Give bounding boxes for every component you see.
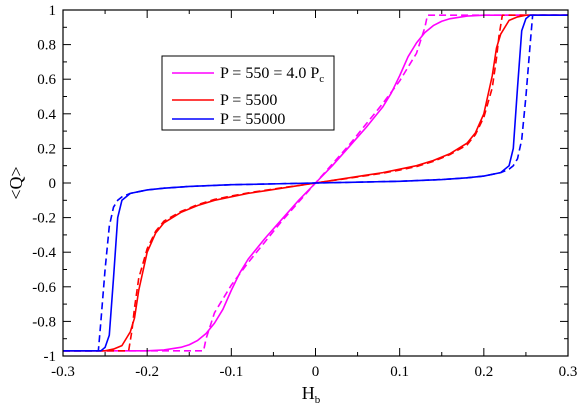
legend: P = 550 = 4.0 Pc P = 5500 P = 55000 bbox=[161, 55, 335, 131]
legend-label-0-main: P = 550 = 4.0 P bbox=[220, 65, 319, 82]
y-tick-label-9: 0.8 bbox=[37, 38, 56, 54]
series-line-5 bbox=[63, 14, 568, 352]
x-axis-label: Hb bbox=[302, 383, 321, 406]
x-tick-label-6: 0.3 bbox=[559, 364, 578, 380]
legend-label-0-subscript: c bbox=[319, 73, 324, 85]
y-tick-label-3: -0.4 bbox=[32, 245, 56, 261]
x-axis-label-subscript: b bbox=[315, 394, 321, 406]
series-line-3 bbox=[63, 14, 568, 352]
x-tick-label-4: 0.1 bbox=[390, 364, 409, 380]
legend-box bbox=[161, 55, 335, 131]
y-tick-label-5: 0 bbox=[49, 176, 57, 192]
legend-label-1-main: P = 5500 bbox=[220, 92, 277, 109]
y-tick-label-8: 0.6 bbox=[37, 72, 56, 88]
x-tick-label-2: -0.1 bbox=[219, 364, 243, 380]
y-axis-label: <Q> bbox=[6, 166, 26, 199]
x-tick-label-3: 0 bbox=[312, 364, 320, 380]
ticks-layer bbox=[62, 9, 569, 357]
y-tick-label-0: -1 bbox=[44, 349, 57, 365]
x-tick-label-1: -0.2 bbox=[135, 364, 159, 380]
x-axis-label-main: H bbox=[302, 383, 315, 403]
legend-label-2-main: P = 55000 bbox=[220, 111, 285, 128]
y-tick-label-1: -0.8 bbox=[32, 314, 56, 330]
x-tick-label-0: -0.3 bbox=[51, 364, 75, 380]
legend-label-0: P = 550 = 4.0 Pc bbox=[220, 65, 324, 85]
legend-label-2: P = 55000 bbox=[220, 111, 285, 128]
tick-labels-layer: -0.3 -0.2 -0.1 0 0.1 0.2 0.3 -1 -0.8 -0.6 -0.4 -0.2… bbox=[32, 3, 577, 380]
legend-label-1: P = 5500 bbox=[220, 92, 277, 109]
y-tick-label-7: 0.4 bbox=[37, 107, 56, 123]
y-tick-label-6: 0.2 bbox=[37, 141, 56, 157]
series-layer bbox=[63, 14, 568, 352]
y-tick-label-2: -0.6 bbox=[32, 280, 56, 296]
x-tick-label-5: 0.2 bbox=[474, 364, 493, 380]
y-tick-label-4: -0.2 bbox=[32, 211, 56, 227]
y-tick-label-10: 1 bbox=[49, 3, 57, 19]
